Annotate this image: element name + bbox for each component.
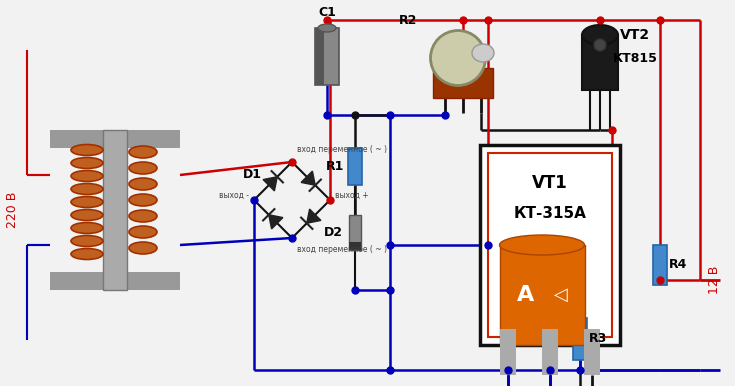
Ellipse shape [129, 242, 157, 254]
Bar [349, 215, 361, 250]
Bar [542, 329, 558, 375]
Text: R4: R4 [669, 259, 687, 271]
Ellipse shape [594, 39, 606, 51]
Text: VT1: VT1 [532, 174, 568, 192]
Ellipse shape [431, 30, 486, 86]
Text: VT2: VT2 [620, 28, 650, 42]
Bar [480, 145, 620, 345]
Bar [500, 329, 516, 375]
Ellipse shape [129, 178, 157, 190]
Text: 12 В: 12 В [709, 266, 722, 294]
Ellipse shape [129, 226, 157, 238]
Text: выход -: выход - [219, 191, 249, 200]
Polygon shape [263, 177, 277, 191]
Ellipse shape [71, 235, 103, 247]
Bar [348, 148, 362, 185]
Ellipse shape [71, 144, 103, 156]
Ellipse shape [71, 171, 103, 181]
Bar [315, 28, 339, 85]
Ellipse shape [129, 162, 157, 174]
Text: D2: D2 [323, 225, 343, 239]
Text: D1: D1 [243, 169, 262, 181]
Ellipse shape [472, 44, 494, 62]
Text: вход переменное ( ~ ): вход переменное ( ~ ) [297, 146, 387, 154]
Ellipse shape [129, 194, 157, 206]
Text: R3: R3 [589, 332, 607, 345]
Ellipse shape [129, 210, 157, 222]
Text: R1: R1 [326, 159, 344, 173]
Text: вход переменное ( ~ ): вход переменное ( ~ ) [297, 245, 387, 254]
Text: А: А [517, 285, 534, 305]
Ellipse shape [71, 183, 103, 195]
Ellipse shape [71, 157, 103, 169]
Bar [103, 130, 127, 290]
Ellipse shape [71, 249, 103, 259]
Bar [349, 242, 361, 250]
Polygon shape [269, 215, 283, 229]
Bar [433, 68, 493, 98]
Text: выход +: выход + [335, 191, 369, 200]
Text: КТ815: КТ815 [612, 51, 657, 64]
Polygon shape [306, 209, 321, 223]
Text: ◁: ◁ [554, 286, 568, 304]
Bar [50, 272, 180, 290]
Ellipse shape [71, 222, 103, 234]
Text: C1: C1 [318, 7, 336, 20]
Text: КТ-315А: КТ-315А [514, 205, 587, 220]
Ellipse shape [582, 25, 618, 45]
Bar [584, 329, 600, 375]
Ellipse shape [129, 146, 157, 158]
Ellipse shape [318, 24, 336, 32]
Bar [500, 245, 585, 345]
Ellipse shape [71, 196, 103, 208]
Polygon shape [301, 171, 315, 185]
Bar [315, 28, 324, 85]
Ellipse shape [500, 235, 584, 255]
Ellipse shape [71, 210, 103, 220]
Bar [50, 130, 180, 148]
Text: R2: R2 [399, 14, 417, 27]
Bar [582, 35, 618, 90]
Text: 220 В: 220 В [5, 192, 18, 228]
Bar [488, 153, 612, 337]
Bar [653, 245, 667, 285]
Bar [573, 318, 587, 360]
